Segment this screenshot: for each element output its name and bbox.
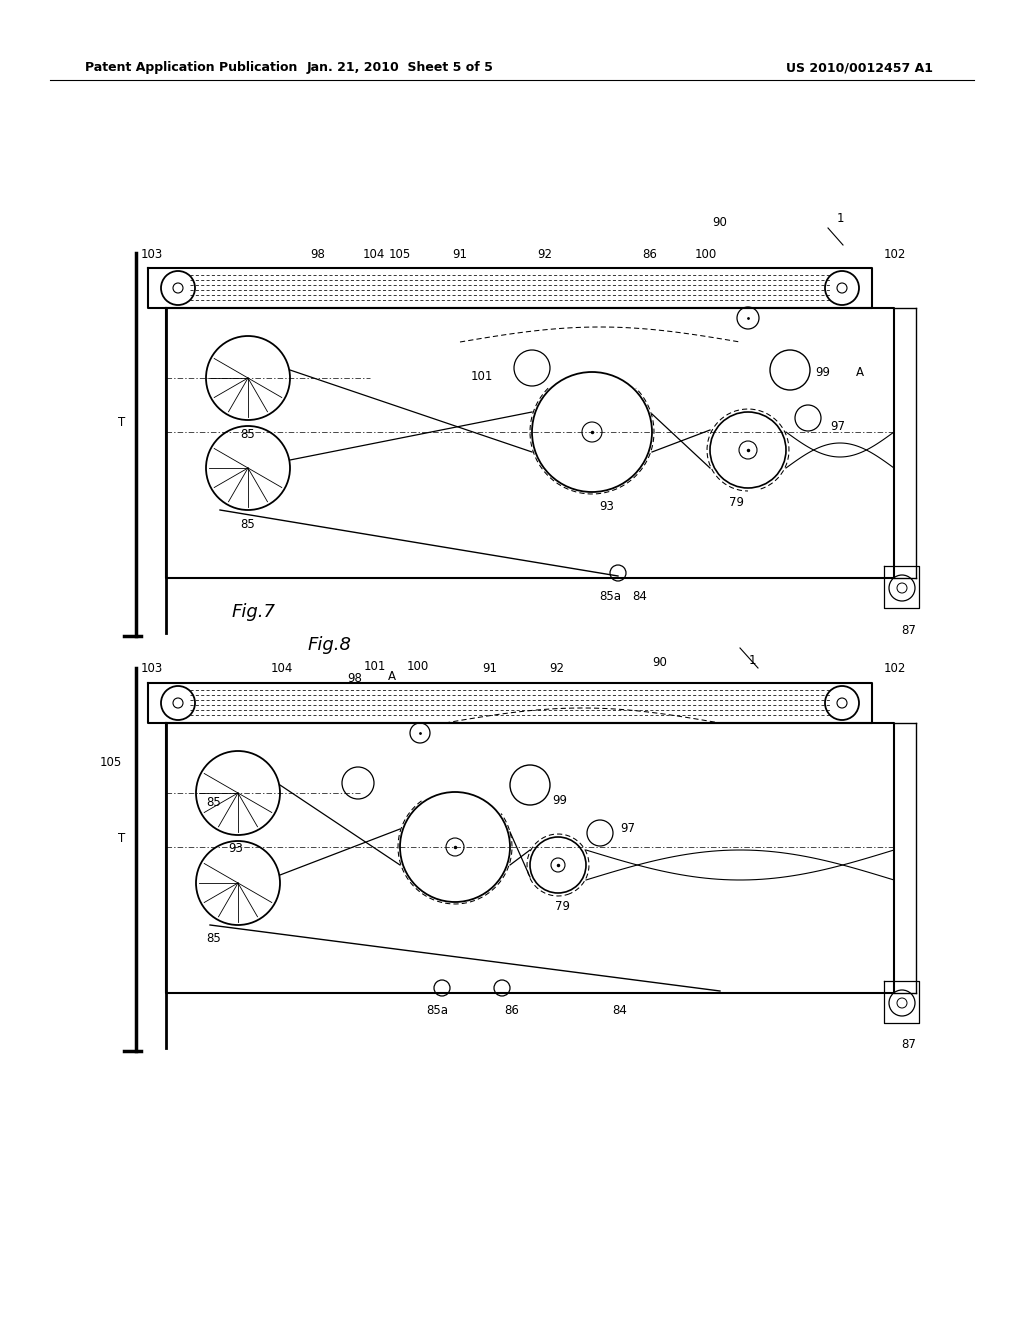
Text: 90: 90 (652, 656, 668, 669)
Text: Patent Application Publication: Patent Application Publication (85, 62, 297, 74)
Text: 105: 105 (389, 248, 411, 261)
Text: Fig.7: Fig.7 (232, 603, 276, 620)
Text: 102: 102 (884, 248, 906, 261)
Text: 84: 84 (612, 1005, 628, 1018)
Text: Jan. 21, 2010  Sheet 5 of 5: Jan. 21, 2010 Sheet 5 of 5 (306, 62, 494, 74)
Text: 100: 100 (407, 660, 429, 672)
Text: 104: 104 (362, 248, 385, 261)
Text: 101: 101 (471, 370, 494, 383)
Text: 103: 103 (141, 248, 163, 261)
Text: 99: 99 (553, 793, 567, 807)
Text: A: A (856, 366, 864, 379)
Text: 86: 86 (643, 248, 657, 261)
Text: 98: 98 (347, 672, 362, 685)
Text: 1: 1 (837, 211, 844, 224)
Text: 92: 92 (538, 248, 553, 261)
Text: 93: 93 (600, 499, 614, 512)
Text: T: T (119, 832, 126, 845)
Text: 1: 1 (749, 655, 756, 668)
Text: 93: 93 (228, 842, 244, 854)
Text: 91: 91 (453, 248, 468, 261)
Text: T: T (119, 417, 126, 429)
Text: 85: 85 (207, 796, 221, 809)
Text: 85a: 85a (599, 590, 621, 602)
Text: 99: 99 (815, 367, 830, 380)
Text: 79: 79 (555, 899, 570, 912)
Text: 87: 87 (901, 1039, 916, 1052)
Text: 104: 104 (270, 663, 293, 676)
Text: 98: 98 (310, 248, 326, 261)
Text: 85: 85 (241, 517, 255, 531)
Text: 105: 105 (100, 756, 122, 770)
Text: 102: 102 (884, 663, 906, 676)
Text: Fig.8: Fig.8 (308, 636, 352, 653)
Text: 100: 100 (695, 248, 717, 261)
Text: 87: 87 (901, 623, 916, 636)
Text: 101: 101 (364, 660, 386, 672)
Text: 84: 84 (633, 590, 647, 602)
Text: 86: 86 (505, 1005, 519, 1018)
Text: 103: 103 (141, 663, 163, 676)
Text: 90: 90 (713, 215, 727, 228)
Text: A: A (388, 671, 396, 684)
Text: 97: 97 (830, 420, 846, 433)
Text: 85a: 85a (426, 1005, 449, 1018)
Text: US 2010/0012457 A1: US 2010/0012457 A1 (786, 62, 934, 74)
Text: 91: 91 (482, 663, 498, 676)
Text: 85: 85 (207, 932, 221, 945)
Text: 85: 85 (241, 428, 255, 441)
Text: 92: 92 (550, 663, 564, 676)
Text: 97: 97 (621, 821, 636, 834)
Text: 79: 79 (728, 495, 743, 508)
